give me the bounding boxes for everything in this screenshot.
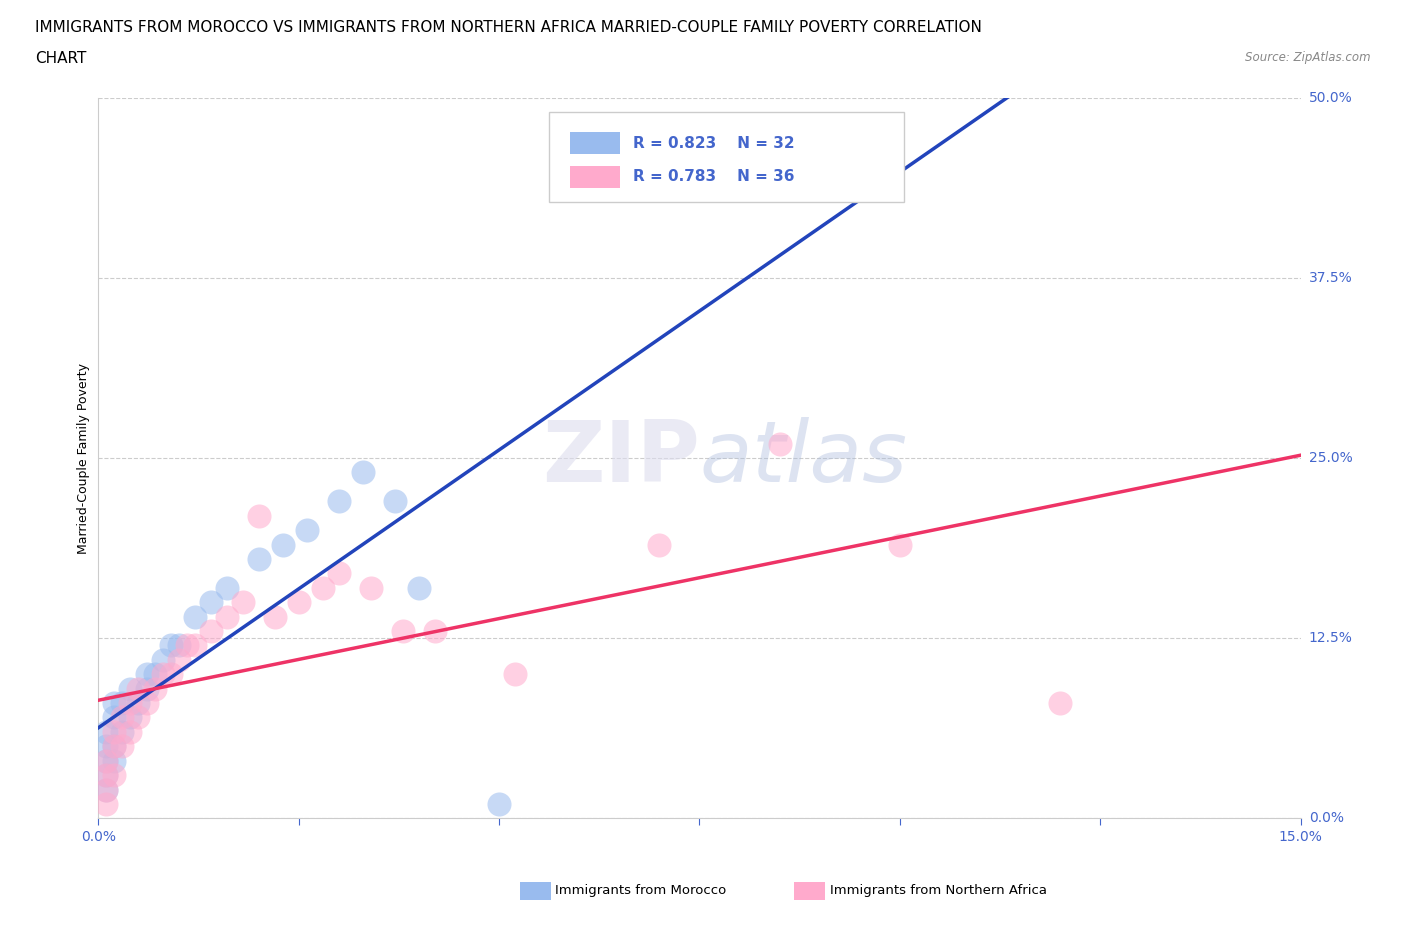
Point: [288, 595, 311, 610]
Point: [423, 623, 446, 638]
Text: IMMIGRANTS FROM MOROCCO VS IMMIGRANTS FROM NORTHERN AFRICA MARRIED-COUPLE FAMILY: IMMIGRANTS FROM MOROCCO VS IMMIGRANTS FR…: [35, 20, 981, 35]
Point: [96, 782, 118, 797]
Point: [247, 551, 270, 566]
Point: [152, 667, 174, 682]
Point: [96, 768, 118, 783]
Point: [159, 667, 181, 682]
Point: [120, 696, 142, 711]
Point: [128, 681, 150, 696]
Point: [103, 696, 125, 711]
Point: [103, 768, 125, 783]
Point: [111, 738, 134, 753]
Text: ZIP: ZIP: [541, 417, 699, 499]
Point: [159, 638, 181, 653]
Point: [111, 696, 134, 711]
Point: [744, 148, 766, 163]
Point: [295, 523, 318, 538]
Point: [128, 696, 150, 711]
Point: [200, 623, 222, 638]
Point: [96, 753, 118, 768]
Point: [103, 724, 125, 739]
Point: [152, 653, 174, 668]
Point: [384, 494, 406, 509]
Point: [96, 796, 118, 811]
Point: [135, 681, 157, 696]
FancyBboxPatch shape: [550, 112, 904, 202]
Point: [176, 638, 198, 653]
Point: [328, 494, 350, 509]
Point: [111, 724, 134, 739]
Point: [120, 711, 142, 725]
Text: R = 0.783    N = 36: R = 0.783 N = 36: [633, 169, 794, 184]
Point: [183, 638, 205, 653]
Point: [103, 738, 125, 753]
Text: 12.5%: 12.5%: [1309, 631, 1353, 645]
Bar: [569, 132, 620, 153]
Bar: [569, 166, 620, 188]
Point: [392, 623, 415, 638]
Point: [360, 580, 382, 595]
Text: atlas: atlas: [699, 417, 907, 499]
Point: [96, 768, 118, 783]
Text: CHART: CHART: [35, 51, 87, 66]
Point: [312, 580, 335, 595]
Point: [120, 724, 142, 739]
Point: [128, 711, 150, 725]
Text: Immigrants from Northern Africa: Immigrants from Northern Africa: [830, 884, 1046, 897]
Point: [120, 681, 142, 696]
Point: [488, 796, 510, 811]
Point: [648, 538, 671, 552]
Point: [232, 595, 254, 610]
Text: R = 0.823    N = 32: R = 0.823 N = 32: [633, 136, 794, 151]
Point: [111, 711, 134, 725]
Point: [167, 638, 190, 653]
Point: [200, 595, 222, 610]
Point: [352, 465, 374, 480]
Point: [1049, 696, 1071, 711]
Point: [247, 508, 270, 523]
Point: [768, 436, 790, 451]
Text: 37.5%: 37.5%: [1309, 271, 1353, 285]
Point: [167, 653, 190, 668]
Point: [215, 609, 238, 624]
Point: [103, 753, 125, 768]
Text: Immigrants from Morocco: Immigrants from Morocco: [555, 884, 727, 897]
Point: [328, 565, 350, 580]
Point: [135, 696, 157, 711]
Point: [183, 609, 205, 624]
Point: [143, 681, 166, 696]
Point: [135, 667, 157, 682]
Text: 50.0%: 50.0%: [1309, 90, 1353, 105]
Point: [503, 667, 526, 682]
Point: [143, 667, 166, 682]
Point: [889, 538, 911, 552]
Point: [103, 711, 125, 725]
Y-axis label: Married-Couple Family Poverty: Married-Couple Family Poverty: [77, 363, 90, 553]
Point: [96, 782, 118, 797]
Point: [408, 580, 430, 595]
Point: [96, 738, 118, 753]
Point: [96, 753, 118, 768]
Point: [215, 580, 238, 595]
Text: 25.0%: 25.0%: [1309, 451, 1353, 465]
Point: [271, 538, 294, 552]
Text: 0.0%: 0.0%: [1309, 811, 1344, 826]
Point: [103, 738, 125, 753]
Text: Source: ZipAtlas.com: Source: ZipAtlas.com: [1246, 51, 1371, 64]
Point: [263, 609, 285, 624]
Point: [96, 724, 118, 739]
